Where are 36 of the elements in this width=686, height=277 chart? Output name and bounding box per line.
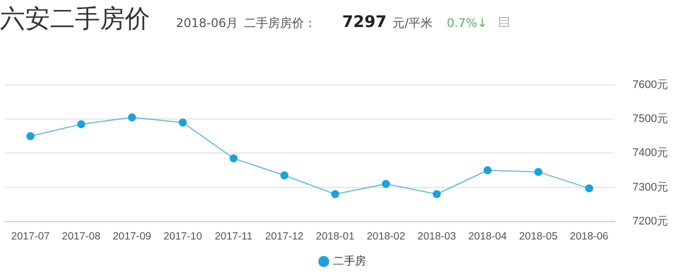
text: 2018-06月 xyxy=(176,15,238,32)
point xyxy=(77,120,86,128)
point xyxy=(26,132,34,140)
text: 7297 xyxy=(342,12,387,31)
x-tick-label: 2018-06 xyxy=(570,230,609,243)
point xyxy=(382,180,390,188)
chart-title: 六安二手房价 xyxy=(0,3,150,35)
y-tick-label: 7600元 xyxy=(632,79,668,92)
legend-label: 二手房 xyxy=(332,254,366,268)
x-tick-label: 2018-04 xyxy=(468,230,507,243)
x-tick-label: 2017-11 xyxy=(214,230,253,243)
x-tick-label: 2017-07 xyxy=(11,230,50,243)
y-tick-label: 7200元 xyxy=(632,215,668,228)
point xyxy=(585,184,594,192)
point xyxy=(178,118,187,127)
x-tick-label: 2017-09 xyxy=(112,230,152,243)
text: 元/平米 xyxy=(392,15,433,32)
y-tick-label: 7400元 xyxy=(632,147,668,160)
point xyxy=(230,154,238,162)
point xyxy=(534,168,542,176)
y-tick-label: 7300元 xyxy=(632,181,668,194)
point xyxy=(128,113,136,122)
text: 0.7%↓ xyxy=(446,16,488,30)
x-tick-label: 2017-12 xyxy=(265,230,304,243)
x-tick-label: 2017-08 xyxy=(62,230,101,243)
x-tick-label: 2018-03 xyxy=(417,230,456,243)
y-tick-label: 7500元 xyxy=(632,113,668,126)
point xyxy=(432,190,441,198)
point xyxy=(331,190,340,198)
x-tick-label: 2018-05 xyxy=(519,230,558,243)
x-tick-label: 2017-10 xyxy=(164,230,202,243)
point xyxy=(484,166,492,174)
x-tick-label: 2018-01 xyxy=(316,230,355,243)
text: 二手房房价： xyxy=(244,15,316,32)
x-tick-label: 2018-02 xyxy=(366,230,406,243)
point xyxy=(280,171,288,180)
